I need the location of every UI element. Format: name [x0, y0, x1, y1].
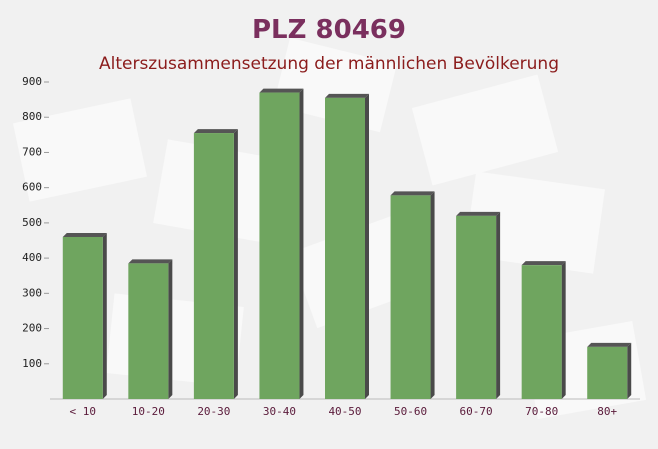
x-tick-label: 80+ — [597, 405, 617, 418]
bar — [193, 133, 234, 400]
bar-side — [102, 232, 107, 399]
bar-side — [561, 261, 566, 399]
y-tick-label: 100 — [22, 357, 42, 370]
x-tick-label: 50-60 — [394, 405, 427, 418]
y-tick-label: 300 — [22, 286, 42, 299]
bar-top — [587, 342, 632, 347]
bar — [456, 215, 497, 399]
bar — [62, 236, 103, 399]
bar — [587, 346, 628, 399]
bar-top — [259, 88, 304, 93]
x-tick-label: 10-20 — [132, 405, 165, 418]
y-tick-label: 800 — [22, 110, 42, 123]
x-tick-label: 70-80 — [525, 405, 558, 418]
x-tick-label: 60-70 — [460, 405, 493, 418]
bar-side — [365, 93, 369, 399]
bar — [128, 263, 169, 399]
chart-title: PLZ 80469 — [252, 15, 406, 45]
bar-top — [62, 232, 107, 237]
bar-top — [521, 261, 566, 266]
y-tick-label: 200 — [22, 322, 42, 335]
y-tick-label: 500 — [22, 216, 42, 229]
bar-top — [456, 211, 501, 216]
x-tick-label: 20-30 — [197, 405, 230, 418]
bar-side — [299, 88, 304, 400]
bar-side — [430, 191, 435, 399]
x-tick-label: 30-40 — [263, 405, 296, 418]
y-tick-label: 600 — [22, 181, 42, 194]
x-tick-label: < 10 — [70, 405, 97, 418]
bar-side — [233, 129, 238, 400]
x-tick-label: 40-50 — [328, 405, 361, 418]
bar-top — [193, 129, 238, 134]
bar-top — [325, 93, 369, 98]
chart-subtitle: Alterszusammensetzung der männlichen Bev… — [99, 54, 559, 74]
bar-side — [496, 211, 501, 399]
y-tick-label: 700 — [22, 145, 42, 158]
bar — [521, 265, 562, 399]
bar — [259, 92, 300, 400]
y-tick-label: 400 — [22, 251, 42, 264]
bar-top — [390, 191, 435, 196]
bar — [325, 97, 365, 399]
bar-side — [168, 259, 173, 399]
bar — [390, 195, 431, 399]
bar-top — [128, 259, 173, 264]
y-tick-label: 900 — [22, 75, 42, 88]
bar-side — [627, 342, 632, 399]
